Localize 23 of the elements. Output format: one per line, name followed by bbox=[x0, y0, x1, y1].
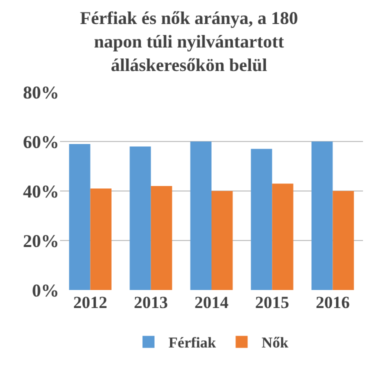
bar bbox=[130, 146, 151, 290]
x-tick-label: 2015 bbox=[255, 293, 290, 312]
x-tick-label: 2012 bbox=[73, 293, 108, 312]
bar bbox=[150, 186, 172, 290]
bar bbox=[190, 142, 212, 290]
x-tick-label: 2014 bbox=[194, 293, 229, 312]
x-tick-label: 2016 bbox=[316, 293, 350, 312]
bar bbox=[212, 191, 233, 290]
y-tick-label: 0% bbox=[32, 280, 59, 300]
y-tick-label: 20% bbox=[23, 230, 59, 251]
chart-title: Férfiak és nők aránya, a 180 napon túli nyilvántartott álláskeresőkön belül bbox=[80, 8, 298, 75]
bar bbox=[90, 188, 112, 290]
x-tick-label: 2013 bbox=[134, 293, 168, 312]
legend-label: Nők bbox=[262, 336, 289, 352]
y-tick-label: 40% bbox=[23, 181, 59, 202]
legend-label: Férfiak bbox=[168, 336, 217, 352]
y-tick-label: 80% bbox=[23, 82, 59, 102]
y-tick-label: 60% bbox=[23, 132, 59, 152]
bar bbox=[272, 184, 294, 290]
bar bbox=[332, 191, 354, 290]
bar bbox=[250, 148, 272, 290]
bar bbox=[69, 144, 90, 290]
bar bbox=[311, 142, 333, 290]
